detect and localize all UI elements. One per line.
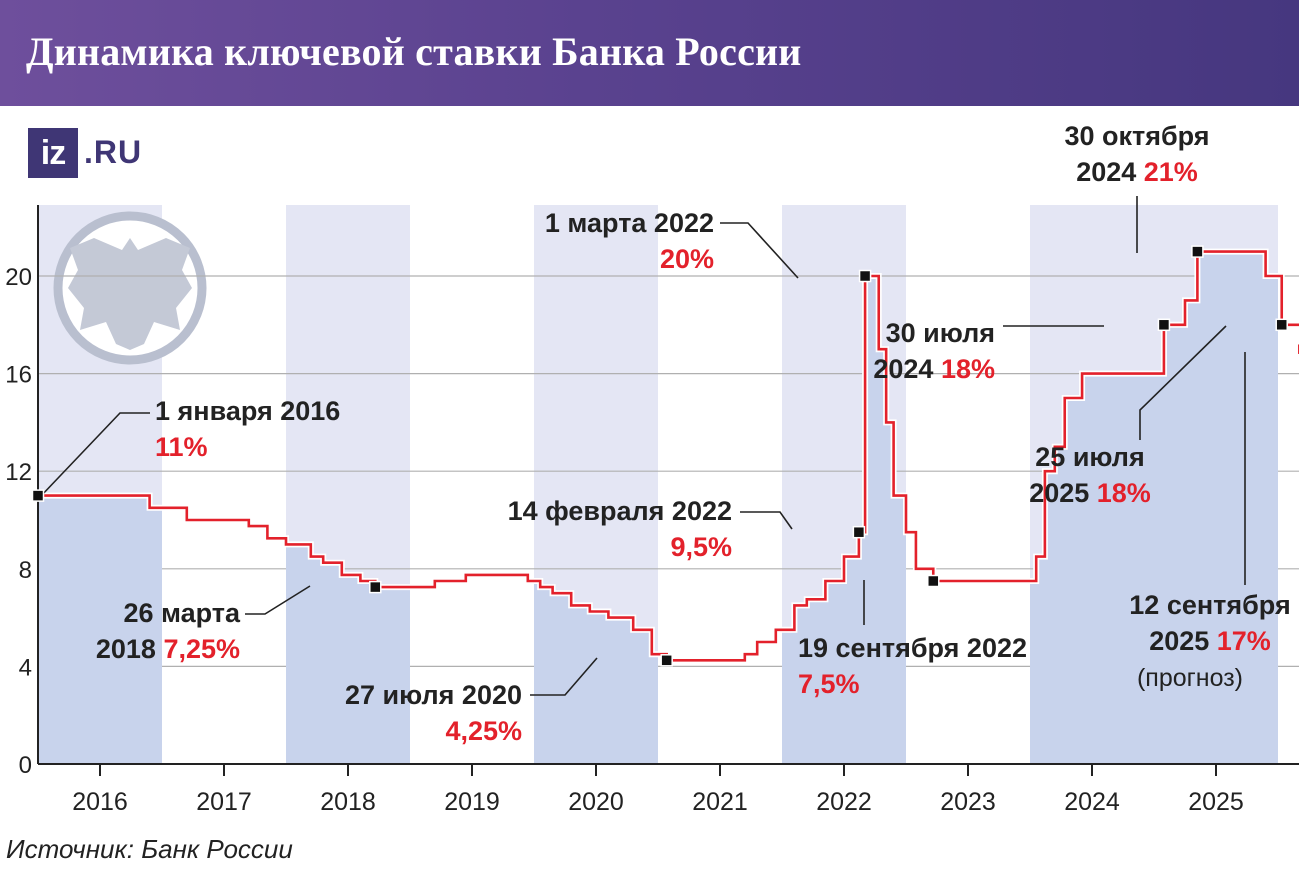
annotation-m-2024-10-30: 30 октября 2024 21% bbox=[1064, 121, 1210, 258]
marker-m-2025-07-25 bbox=[1275, 318, 1288, 332]
chart-title: Динамика ключевой ставки Банка России bbox=[26, 29, 802, 74]
annotation-line2: 2024 18% bbox=[873, 354, 995, 384]
marker-m-2022-02-14 bbox=[852, 525, 866, 539]
x-tick-label-2021: 2021 bbox=[692, 788, 748, 816]
leader-line bbox=[1139, 325, 1227, 440]
x-tick-label-2025: 2025 bbox=[1188, 788, 1244, 816]
logo-box: iz bbox=[28, 128, 78, 178]
iz-ru-logo[interactable]: iz .RU bbox=[28, 128, 168, 178]
annotation-line2: 2025 18% bbox=[1029, 478, 1151, 508]
marker-m-2024-07-30 bbox=[1157, 318, 1171, 332]
annotation-date: 30 октября bbox=[1064, 121, 1209, 151]
marker-m-2022-03-01 bbox=[858, 269, 872, 283]
annotation-year: 2024 bbox=[1076, 157, 1144, 187]
annotation-date: 12 сентября bbox=[1129, 590, 1290, 620]
rate-line bbox=[38, 250, 1284, 662]
annotation-m-2025-07-25: 25 июля 2025 18% bbox=[1029, 318, 1288, 508]
annotations: 1 января 2016 11% 26 марта 2018 7,25% 27 июл… bbox=[31, 121, 1299, 746]
annotation-value: 17% bbox=[1217, 626, 1271, 656]
x-tick-label-2023: 2023 bbox=[940, 788, 996, 816]
annotation-m-2020-07-27: 27 июля 2020 4,25% bbox=[345, 654, 673, 746]
annotation-value: 9,5% bbox=[670, 532, 732, 562]
annotation-value: 18% bbox=[941, 354, 995, 384]
header-banner: Динамика ключевой ставки Банка России bbox=[0, 0, 1299, 106]
y-tick-label-8: 8 bbox=[19, 557, 32, 584]
annotation-note: (прогноз) bbox=[1137, 664, 1243, 692]
annotation-year: 2025 bbox=[1149, 626, 1217, 656]
annotation-m-2022-09-19: 19 сентября 2022 7,5% bbox=[798, 574, 1027, 699]
annotation-date: 26 марта bbox=[123, 598, 241, 628]
leader-line bbox=[720, 222, 799, 279]
annotation-year: 2024 bbox=[873, 354, 941, 384]
annotation-year: 2025 bbox=[1029, 478, 1097, 508]
x-tick-label-2018: 2018 bbox=[320, 788, 376, 816]
leader-line bbox=[740, 511, 793, 530]
y-tick-label-20: 20 bbox=[5, 264, 32, 291]
y-tick-label-4: 4 bbox=[19, 654, 32, 681]
annotation-value: 21% bbox=[1144, 157, 1198, 187]
annotation-value: 11% bbox=[155, 432, 208, 462]
annotation-m-2016-01-01: 1 января 2016 11% bbox=[31, 396, 340, 502]
annotation-line2: 2024 21% bbox=[1076, 157, 1198, 187]
x-tick-label-2017: 2017 bbox=[196, 788, 252, 816]
annotation-date: 30 июля bbox=[886, 318, 995, 348]
y-tick-labels: 0 4 8 12 16 20 bbox=[5, 264, 32, 779]
annotation-value: 7,25% bbox=[163, 634, 240, 664]
annotation-m-2022-02-14: 14 февраля 2022 9,5% bbox=[508, 496, 866, 562]
marker-m-2018-03-26 bbox=[369, 580, 382, 594]
x-tick-label-2016: 2016 bbox=[72, 788, 128, 816]
annotation-value: 4,25% bbox=[445, 716, 522, 746]
annotation-year: 2018 bbox=[96, 634, 164, 664]
annotation-m-2025-09-12: 12 сентября 2025 17% (прогноз) bbox=[1129, 342, 1299, 692]
logo-ru: .RU bbox=[84, 134, 143, 170]
source-note: Источник: Банк России bbox=[6, 834, 293, 864]
x-tick-label-2024: 2024 bbox=[1064, 788, 1120, 816]
annotation-date: 14 февраля 2022 bbox=[508, 496, 732, 526]
annotation-date: 1 января 2016 bbox=[155, 396, 340, 426]
bank-emblem-icon bbox=[53, 211, 207, 365]
marker-m-2020-07-27 bbox=[660, 654, 673, 667]
marker-m-2022-09-19 bbox=[927, 574, 940, 588]
annotation-m-2024-07-30: 30 июля 2024 18% bbox=[873, 318, 1171, 384]
annotation-line2: 2018 7,25% bbox=[96, 634, 240, 664]
rate-line-forecast bbox=[1281, 323, 1299, 327]
x-tick-label-2022: 2022 bbox=[816, 788, 872, 816]
marker-m-2025-09-12 bbox=[1296, 342, 1299, 356]
annotation-date: 27 июля 2020 bbox=[345, 680, 522, 710]
marker-m-2024-10-30 bbox=[1191, 245, 1204, 258]
annotation-m-2018-03-26: 26 марта 2018 7,25% bbox=[96, 580, 382, 664]
annotation-value: 7,5% bbox=[798, 669, 860, 699]
leader-line bbox=[245, 585, 311, 615]
annotation-date: 19 сентября 2022 bbox=[798, 633, 1027, 663]
leader-line bbox=[530, 657, 598, 696]
annotation-date: 1 марта 2022 bbox=[545, 208, 714, 238]
annotation-line2: 2025 17% bbox=[1149, 626, 1271, 656]
x-tick-label-2019: 2019 bbox=[444, 788, 500, 816]
y-tick-label-0: 0 bbox=[19, 752, 32, 779]
y-tick-label-16: 16 bbox=[5, 362, 32, 389]
leader-line bbox=[39, 412, 150, 498]
annotation-value: 20% bbox=[660, 244, 714, 274]
x-ticks: 2016 2017 2018 2019 2020 2021 2022 2023 2024 2025 bbox=[72, 764, 1244, 816]
annotation-value: 18% bbox=[1097, 478, 1151, 508]
annotation-date: 25 июля bbox=[1035, 442, 1144, 472]
x-tick-label-2020: 2020 bbox=[568, 788, 624, 816]
y-tick-label-12: 12 bbox=[5, 459, 32, 486]
marker-m-2016-01-01 bbox=[31, 489, 45, 502]
eagle-shape bbox=[68, 238, 192, 350]
annotation-m-2022-03-01: 1 марта 2022 20% bbox=[545, 208, 872, 283]
